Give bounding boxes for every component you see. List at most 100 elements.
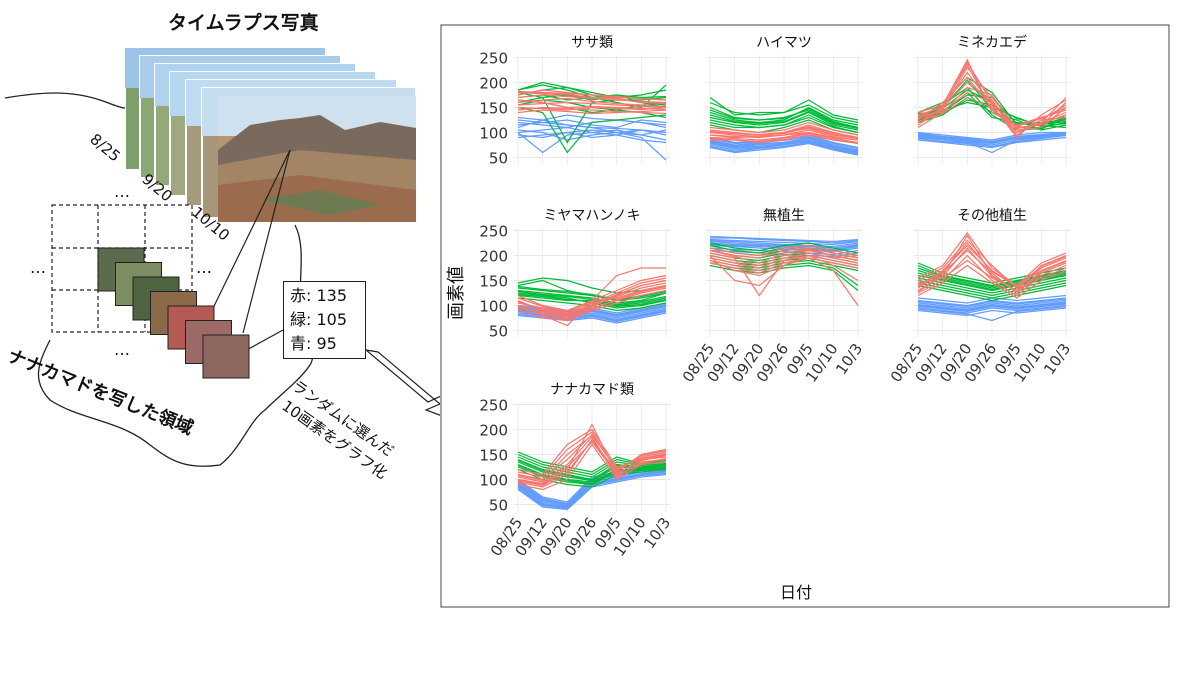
timelapse-illustration bbox=[4, 47, 440, 467]
series-line-green bbox=[517, 285, 667, 301]
panel: ミネカエデ bbox=[914, 34, 1070, 165]
series-line-green bbox=[517, 290, 667, 306]
series-line-red bbox=[917, 264, 1067, 299]
rgb-blue-row: 青: 95 bbox=[290, 332, 365, 356]
series-line-green bbox=[917, 282, 1067, 299]
series-line-blue bbox=[709, 141, 859, 156]
series-line-green bbox=[917, 284, 1067, 302]
series-line-red bbox=[917, 242, 1067, 288]
series-line-blue bbox=[517, 310, 667, 323]
series-line-blue bbox=[917, 299, 1067, 309]
series-line-red bbox=[917, 63, 1067, 128]
y-tick-label: 100 bbox=[479, 298, 508, 316]
series-line-red bbox=[709, 121, 859, 136]
series-line-blue bbox=[709, 247, 859, 256]
series-line-red bbox=[517, 438, 667, 488]
series-line-red bbox=[517, 289, 667, 322]
green-label: 緑: bbox=[290, 310, 312, 329]
rgb-value-box: 赤: 135 緑: 105 青: 95 bbox=[283, 281, 366, 359]
series-line-red bbox=[517, 97, 667, 108]
green-value: 105 bbox=[316, 310, 348, 329]
rgb-red-row: 赤: 135 bbox=[290, 284, 365, 308]
series-line-red bbox=[709, 132, 859, 144]
rgb-green-row: 緑: 105 bbox=[290, 308, 365, 332]
series-line-green bbox=[517, 456, 667, 478]
series-line-blue bbox=[709, 239, 859, 248]
series-line-blue bbox=[917, 132, 1067, 143]
series-line-blue bbox=[709, 238, 859, 246]
y-tick-label: 50 bbox=[489, 150, 508, 168]
series-line-red bbox=[517, 428, 667, 476]
series-line-blue bbox=[917, 303, 1067, 313]
series-line-red bbox=[517, 431, 667, 478]
series-line-red bbox=[917, 247, 1067, 293]
series-line-green bbox=[709, 111, 859, 131]
series-line-red bbox=[517, 94, 667, 104]
series-line-green bbox=[917, 279, 1067, 297]
series-line-red bbox=[709, 257, 859, 306]
series-line-green bbox=[517, 289, 667, 304]
series-line-blue bbox=[917, 302, 1067, 312]
series-line-blue bbox=[517, 129, 667, 139]
series-line-blue bbox=[917, 133, 1067, 144]
series-line-red bbox=[709, 252, 859, 269]
panel-title: ミネカエデ bbox=[957, 34, 1027, 51]
series-line-red bbox=[917, 86, 1067, 131]
series-line-green bbox=[709, 99, 859, 121]
series-line-red bbox=[917, 66, 1067, 129]
series-line-blue bbox=[517, 472, 667, 510]
series-line-red bbox=[517, 284, 667, 313]
series-line-red bbox=[517, 282, 667, 318]
series-line-red bbox=[917, 96, 1067, 134]
series-line-green bbox=[917, 272, 1067, 291]
ellipsis-left: … bbox=[30, 258, 46, 277]
series-line-red bbox=[709, 244, 859, 257]
series-line-red bbox=[517, 279, 667, 316]
series-line-red bbox=[709, 257, 859, 274]
series-line-red bbox=[517, 433, 667, 481]
series-line-green bbox=[517, 459, 667, 481]
series-line-blue bbox=[709, 137, 859, 152]
series-line-red bbox=[517, 436, 667, 483]
series-line-blue bbox=[517, 129, 667, 161]
series-line-red bbox=[517, 101, 667, 109]
series-line-red bbox=[917, 71, 1067, 139]
series-line-red bbox=[517, 106, 667, 111]
y-tick-label: 150 bbox=[479, 447, 508, 465]
series-line-blue bbox=[709, 139, 859, 154]
series-line-red bbox=[709, 247, 859, 259]
panel: ハイマツ bbox=[706, 35, 862, 165]
series-line-blue bbox=[917, 134, 1067, 148]
series-line-green bbox=[517, 287, 667, 302]
series-line-red bbox=[709, 129, 859, 141]
series-line-red bbox=[917, 259, 1067, 292]
series-line-blue bbox=[917, 301, 1067, 311]
series-line-red bbox=[517, 441, 667, 485]
panel-title: ミヤマハンノキ bbox=[543, 208, 640, 224]
series-line-green bbox=[709, 114, 859, 134]
series-line-blue bbox=[709, 249, 859, 258]
series-line-red bbox=[517, 109, 667, 115]
series-line-blue bbox=[917, 307, 1067, 317]
series-line-blue bbox=[709, 235, 859, 243]
x-axis-label: 日付 bbox=[780, 583, 812, 602]
series-line-red bbox=[917, 58, 1067, 126]
red-value: 135 bbox=[316, 286, 348, 305]
series-line-green bbox=[709, 107, 859, 129]
ellipsis-right: … bbox=[196, 258, 212, 277]
series-line-red bbox=[517, 274, 667, 312]
series-line-red bbox=[517, 285, 667, 321]
arrow-to-chart bbox=[363, 349, 440, 416]
series-line-green bbox=[709, 110, 859, 130]
series-line-red bbox=[917, 239, 1067, 289]
series-line-blue bbox=[517, 126, 667, 136]
series-line-red bbox=[517, 106, 667, 115]
series-line-blue bbox=[917, 131, 1066, 141]
timelapse-title: タイムラプス写真 bbox=[168, 12, 319, 34]
series-line-red bbox=[709, 125, 859, 139]
series-line-green bbox=[517, 106, 667, 154]
series-line-green bbox=[517, 464, 667, 485]
series-line-green bbox=[709, 106, 859, 129]
series-line-red bbox=[517, 91, 667, 105]
